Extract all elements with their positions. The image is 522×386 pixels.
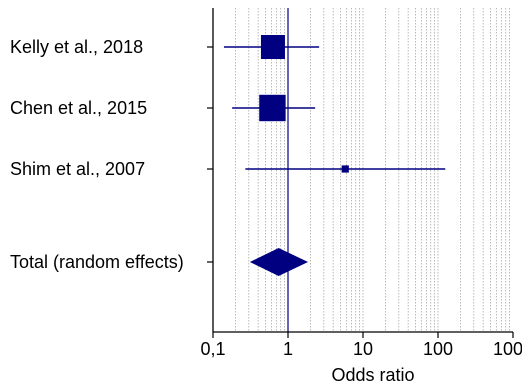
x-tick-label: 100 (423, 339, 453, 359)
x-tick-label: 1000 (493, 339, 522, 359)
x-tick-label: 1 (283, 339, 293, 359)
study-label: Shim et al., 2007 (10, 159, 145, 179)
study-row: Chen et al., 2015 (10, 94, 316, 122)
pooled-effect-diamond (249, 248, 309, 276)
x-tick-label: 0,1 (200, 339, 225, 359)
effect-marker (259, 94, 286, 122)
effect-marker (341, 165, 349, 173)
study-label: Chen et al., 2015 (10, 98, 147, 118)
x-tick-label: 10 (353, 339, 373, 359)
study-row: Kelly et al., 2018 (10, 35, 320, 59)
x-axis-title: Odds ratio (331, 365, 414, 385)
study-rows: Kelly et al., 2018 Chen et al., 2015 Shim … (10, 35, 446, 179)
effect-marker (260, 35, 285, 59)
x-ticks: 0,1 1 10 100 1000 (200, 332, 522, 359)
total-row: Total (random effects) (10, 248, 309, 276)
study-row: Shim et al., 2007 (10, 159, 446, 179)
study-label: Kelly et al., 2018 (10, 37, 143, 57)
total-label: Total (random effects) (10, 252, 184, 272)
